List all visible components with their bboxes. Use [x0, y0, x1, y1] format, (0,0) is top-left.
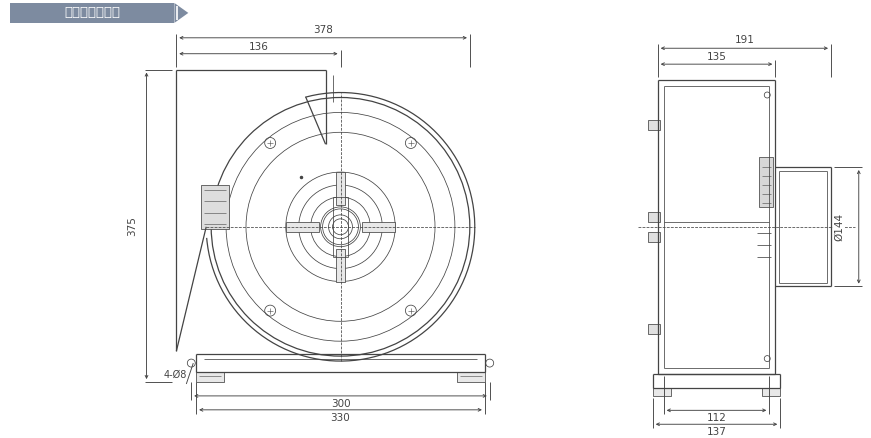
Bar [457, 372, 485, 382]
Text: 外形及安装尺寸: 外形及安装尺寸 [64, 7, 120, 19]
Bar [196, 372, 224, 382]
Bar [653, 389, 671, 396]
Text: 330: 330 [331, 413, 350, 423]
Text: 191: 191 [734, 35, 754, 45]
Text: 137: 137 [706, 427, 726, 437]
Bar [648, 120, 660, 130]
Bar [10, 3, 174, 23]
Polygon shape [174, 3, 188, 23]
Polygon shape [362, 222, 395, 232]
Bar [648, 232, 660, 242]
Text: 4-Ø8: 4-Ø8 [164, 370, 186, 380]
Bar [648, 212, 660, 222]
Text: 378: 378 [314, 25, 333, 35]
Text: 112: 112 [706, 413, 726, 423]
Polygon shape [335, 249, 346, 282]
Bar [762, 389, 780, 396]
Text: 135: 135 [706, 52, 726, 62]
Bar [201, 185, 229, 229]
Text: 375: 375 [128, 216, 138, 236]
Text: 300: 300 [331, 399, 350, 409]
Bar [648, 324, 660, 334]
Text: Ø144: Ø144 [834, 213, 844, 241]
Polygon shape [286, 222, 319, 232]
Bar [760, 157, 773, 207]
Polygon shape [335, 172, 346, 205]
Text: 136: 136 [248, 42, 268, 52]
